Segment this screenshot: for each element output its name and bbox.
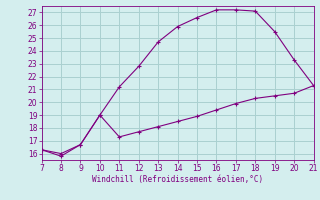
X-axis label: Windchill (Refroidissement éolien,°C): Windchill (Refroidissement éolien,°C)	[92, 175, 263, 184]
